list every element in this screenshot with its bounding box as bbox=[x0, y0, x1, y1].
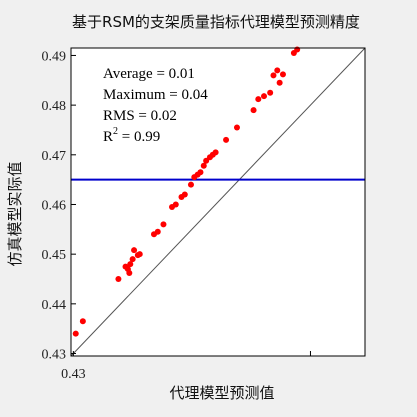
plot-frame bbox=[70, 47, 366, 357]
data-point bbox=[260, 93, 267, 100]
y-tick-label: 0.45 bbox=[42, 248, 67, 263]
data-point bbox=[255, 96, 262, 103]
chart-title: 基于RSM的支架质量指标代理模型预测精度 bbox=[72, 13, 360, 31]
data-point bbox=[79, 318, 86, 325]
data-point bbox=[233, 124, 240, 131]
data-point bbox=[200, 162, 207, 169]
stat-r-squared-sup: 2 bbox=[113, 126, 118, 137]
data-point bbox=[154, 228, 161, 235]
y-axis-label: 仿真模型实际值 bbox=[6, 161, 24, 266]
x-axis-label: 代理模型预测值 bbox=[169, 384, 274, 402]
data-point bbox=[274, 67, 281, 74]
data-point bbox=[136, 251, 143, 258]
data-point bbox=[72, 330, 79, 337]
y-tick-label: 0.48 bbox=[42, 99, 67, 114]
y-tick-label: 0.43 bbox=[42, 348, 67, 363]
stat-rms: RMS = 0.02 bbox=[103, 108, 177, 124]
y-tick-label: 0.44 bbox=[42, 298, 67, 313]
data-point bbox=[197, 169, 204, 176]
data-point bbox=[212, 149, 219, 156]
data-point bbox=[187, 181, 194, 188]
data-point bbox=[129, 256, 136, 263]
data-point bbox=[172, 201, 179, 208]
y-tick-label: 0.49 bbox=[42, 49, 67, 64]
data-point bbox=[294, 46, 301, 53]
stat-r-squared-rest: = 0.99 bbox=[118, 129, 160, 145]
data-point bbox=[126, 270, 133, 277]
plot-area: 0.43 0.44 0.45 0.46 0.47 0.48 0.49 0.43 bbox=[42, 46, 366, 382]
stat-maximum: Maximum = 0.04 bbox=[103, 87, 208, 103]
stat-average: Average = 0.01 bbox=[103, 66, 195, 82]
stat-r-squared-base: R bbox=[103, 129, 113, 145]
data-point bbox=[181, 191, 188, 198]
data-point bbox=[270, 72, 277, 79]
diagonal-line bbox=[70, 47, 366, 357]
y-tick-label: 0.47 bbox=[42, 149, 67, 164]
stat-r-squared: R2 = 0.99 bbox=[103, 126, 160, 145]
data-point bbox=[250, 107, 257, 114]
data-point bbox=[127, 261, 134, 268]
y-tick-label: 0.46 bbox=[42, 198, 67, 213]
data-point bbox=[276, 79, 283, 86]
data-point bbox=[267, 89, 274, 96]
data-point bbox=[279, 71, 286, 78]
data-point bbox=[131, 247, 138, 254]
data-point bbox=[203, 157, 210, 164]
data-point bbox=[223, 136, 230, 143]
data-point bbox=[160, 221, 167, 228]
data-point bbox=[115, 276, 122, 282]
x-tick-label: 0.43 bbox=[61, 367, 86, 382]
